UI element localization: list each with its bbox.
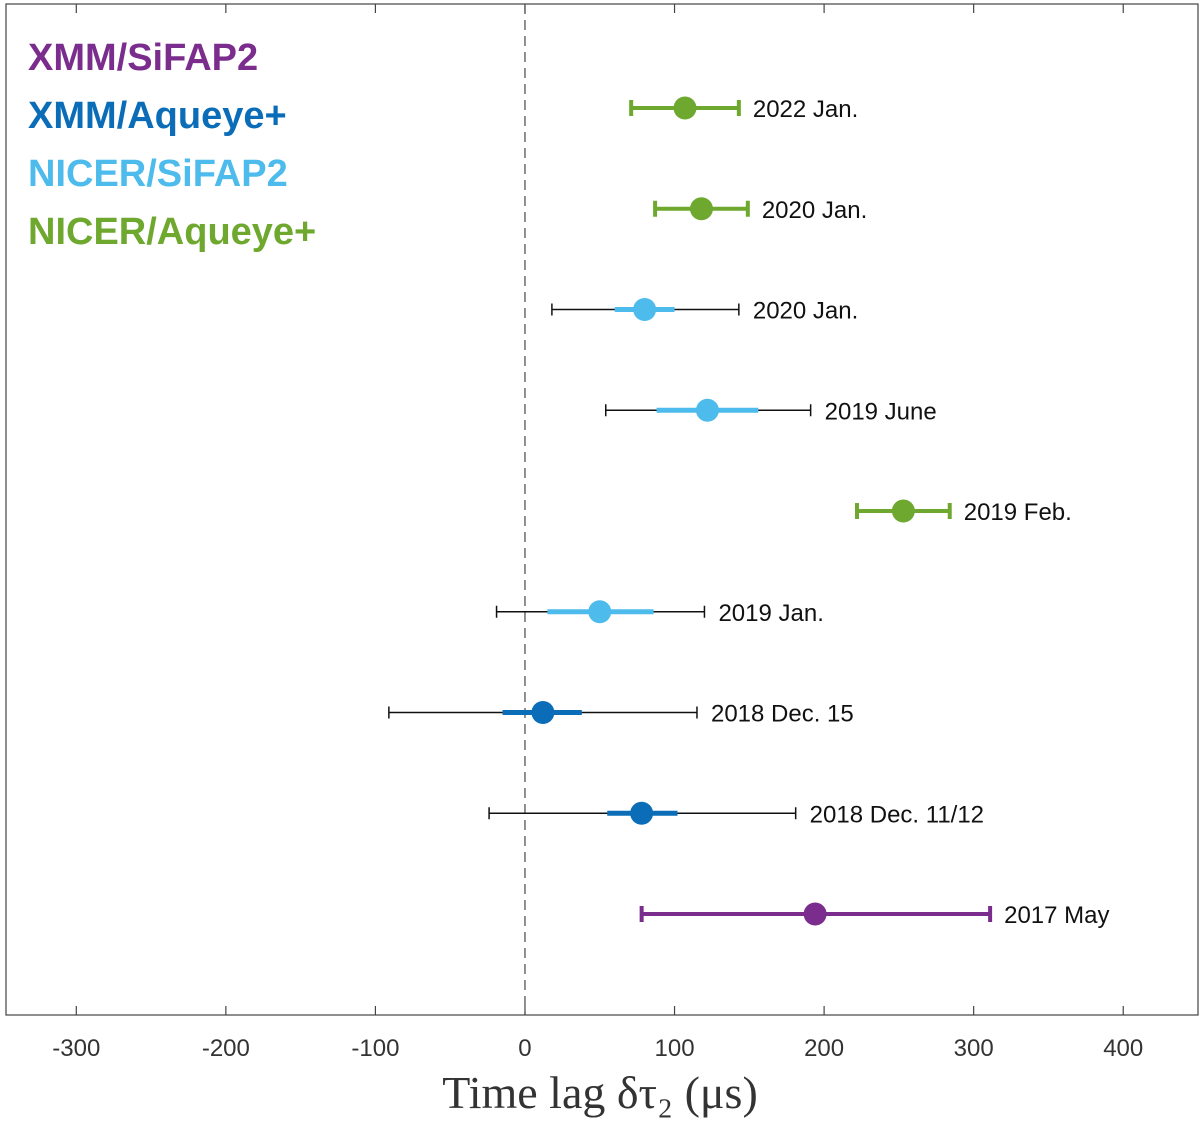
plot-frame [5, 3, 1199, 1016]
data-point-group: 2018 Dec. 15 [388, 701, 854, 728]
point-label: 2018 Dec. 11/12 [810, 801, 984, 828]
x-tick-label: 0 [518, 1035, 531, 1062]
point-label: 2020 Jan. [762, 197, 867, 224]
data-marker [803, 902, 827, 926]
x-tick-label: -200 [202, 1035, 250, 1062]
point-label: 2020 Jan. [753, 298, 858, 325]
data-marker [695, 398, 719, 422]
legend: XMM/SiFAP2 XMM/Aqueye+ NICER/SiFAP2 NICER/A… [28, 37, 316, 253]
legend-entry: XMM/SiFAP2 [28, 37, 258, 79]
x-tick-label: 400 [1103, 1035, 1143, 1062]
data-point-group: 2022 Jan. [629, 96, 858, 123]
data-marker [673, 96, 697, 120]
x-tick-label: 300 [954, 1035, 994, 1062]
data-marker [630, 801, 654, 825]
x-tick-label: -100 [351, 1035, 399, 1062]
data-point-group: 2018 Dec. 11/12 [488, 801, 984, 828]
point-label: 2019 Feb. [964, 499, 1072, 526]
point-label: 2022 Jan. [753, 96, 858, 123]
x-axis-title: Time lag δτ₂ (μs) [442, 1067, 758, 1118]
point-label: 2017 May [1004, 902, 1109, 929]
data-marker [588, 600, 612, 624]
x-axis: -300 -200 -100 0 100 200 300 400 [52, 4, 1143, 1062]
data-point-group: 2020 Jan. [653, 197, 867, 224]
point-label: 2019 June [825, 398, 937, 425]
x-tick-label: 200 [804, 1035, 844, 1062]
data-points: 2022 Jan. 2020 Jan. 2020 Jan. 2019 June 2019… [388, 96, 1110, 929]
data-marker [689, 197, 713, 221]
legend-entry: NICER/SiFAP2 [28, 153, 288, 195]
data-point-group: 2019 June [604, 398, 937, 425]
point-label: 2018 Dec. 15 [711, 701, 854, 728]
legend-entry: XMM/Aqueye+ [28, 95, 287, 137]
data-point-group: 2019 Jan. [495, 600, 824, 627]
legend-entry: NICER/Aqueye+ [28, 211, 316, 253]
point-label: 2019 Jan. [718, 600, 823, 627]
data-marker [891, 499, 915, 523]
data-point-group: 2017 May [639, 902, 1110, 929]
data-point-group: 2020 Jan. [551, 298, 858, 325]
x-tick-label: -300 [52, 1035, 100, 1062]
data-marker [531, 701, 555, 724]
data-point-group: 2019 Feb. [855, 499, 1072, 526]
x-tick-label: 100 [655, 1035, 695, 1062]
data-marker [633, 298, 657, 321]
